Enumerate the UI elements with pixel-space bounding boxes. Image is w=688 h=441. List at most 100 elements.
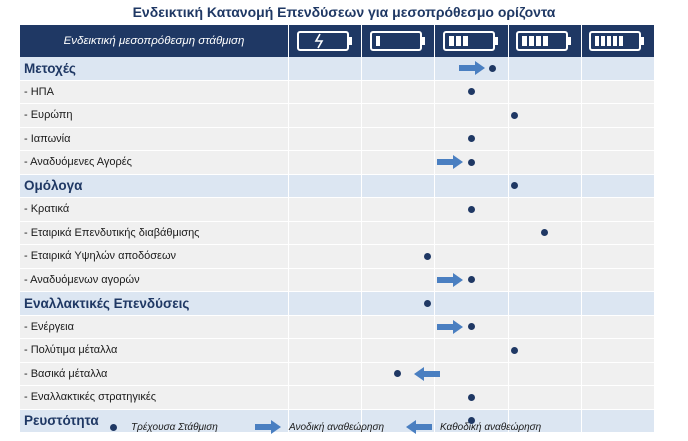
row-label: - Ευρώπη bbox=[24, 109, 73, 122]
current-weight-dot bbox=[511, 346, 519, 354]
row-label: - Αναδυόμενων αγορών bbox=[24, 273, 140, 286]
column-divider bbox=[434, 80, 436, 103]
column-divider bbox=[507, 386, 509, 409]
current-weight-dot bbox=[467, 88, 475, 96]
column-divider bbox=[434, 315, 436, 338]
column-divider bbox=[288, 362, 289, 385]
column-divider bbox=[507, 362, 509, 385]
table-row: - Αναδυόμενες Αγορές bbox=[20, 151, 654, 175]
column-divider bbox=[361, 57, 363, 80]
upgrade-arrow-icon bbox=[437, 155, 463, 170]
column-divider bbox=[507, 198, 509, 221]
downgrade-arrow-icon bbox=[413, 366, 440, 381]
column-divider bbox=[361, 245, 363, 268]
dot-icon bbox=[110, 423, 117, 431]
column-divider bbox=[288, 292, 289, 315]
column-divider bbox=[580, 245, 582, 268]
column-divider bbox=[361, 127, 363, 150]
column-divider bbox=[580, 104, 582, 127]
column-divider bbox=[288, 339, 289, 362]
column-divider bbox=[288, 57, 289, 80]
column-divider bbox=[580, 409, 582, 432]
column-divider bbox=[288, 127, 289, 150]
legend-up-label: Ανοδική αναθεώρηση bbox=[289, 421, 385, 433]
column-divider bbox=[507, 268, 509, 291]
battery-charging-icon bbox=[288, 25, 361, 57]
category-row: Ρευστότητα bbox=[20, 409, 654, 433]
column-divider bbox=[580, 386, 582, 409]
page-title: Ενδεικτική Κατανομή Επενδύσεων για μεσοπ… bbox=[132, 4, 556, 20]
column-divider bbox=[580, 57, 582, 80]
column-divider bbox=[434, 292, 436, 315]
current-weight-dot bbox=[394, 370, 402, 378]
column-divider bbox=[361, 104, 363, 127]
header-divider bbox=[288, 25, 289, 57]
current-weight-dot bbox=[467, 276, 475, 284]
column-divider bbox=[507, 104, 509, 127]
table-row: - Ενέργεια bbox=[20, 315, 654, 339]
column-divider bbox=[288, 386, 289, 409]
column-divider bbox=[434, 198, 436, 221]
category-label: Εναλλακτικές Επενδύσεις bbox=[24, 295, 190, 311]
column-divider bbox=[288, 80, 289, 103]
header-divider bbox=[361, 25, 363, 57]
table-row: - Εναλλακτικές στρατηγικές bbox=[20, 386, 654, 410]
current-weight-dot bbox=[489, 64, 497, 72]
category-label: Μετοχές bbox=[24, 60, 76, 76]
legend-current-label: Τρέχουσα Στάθμιση bbox=[131, 421, 218, 433]
upgrade-arrow-icon bbox=[437, 272, 463, 287]
current-weight-dot bbox=[467, 323, 475, 331]
column-divider bbox=[288, 409, 289, 432]
header-divider bbox=[507, 25, 509, 57]
table-row: - Αναδυόμενων αγορών bbox=[20, 268, 654, 292]
table-row: - Ιαπωνία bbox=[20, 127, 654, 151]
column-divider bbox=[434, 221, 436, 244]
column-divider bbox=[507, 339, 509, 362]
column-divider bbox=[361, 292, 363, 315]
column-divider bbox=[434, 104, 436, 127]
row-label: - Κρατικά bbox=[24, 203, 70, 216]
category-row: Εναλλακτικές Επενδύσεις bbox=[20, 292, 654, 316]
row-label: - Ιαπωνία bbox=[24, 132, 71, 145]
legend-up: Ανοδική αναθεώρηση bbox=[255, 417, 384, 437]
table-row: - Εταιρικά Υψηλών αποδόσεων bbox=[20, 245, 654, 269]
column-divider bbox=[361, 174, 363, 197]
header-divider bbox=[434, 25, 436, 57]
row-label: - Εταιρικά Υψηλών αποδόσεων bbox=[24, 250, 177, 263]
column-divider bbox=[507, 315, 509, 338]
table-row: - Ευρώπη bbox=[20, 104, 654, 128]
current-weight-dot bbox=[467, 205, 475, 213]
column-divider bbox=[507, 80, 509, 103]
column-divider bbox=[361, 315, 363, 338]
current-weight-dot bbox=[540, 229, 548, 237]
header-label: Ενδεικτική μεσοπρόθεσμη στάθμιση bbox=[63, 34, 245, 47]
column-divider bbox=[580, 198, 582, 221]
column-divider bbox=[361, 221, 363, 244]
column-divider bbox=[361, 362, 363, 385]
column-divider bbox=[361, 409, 363, 432]
current-weight-dot bbox=[511, 111, 519, 119]
row-label: - Ενέργεια bbox=[24, 320, 74, 333]
column-divider bbox=[288, 151, 289, 174]
column-divider bbox=[507, 174, 509, 197]
current-weight-dot bbox=[423, 252, 431, 260]
column-divider bbox=[361, 151, 363, 174]
table-header: Ενδεικτική μεσοπρόθεσμη στάθμιση bbox=[20, 25, 654, 57]
row-label: - ΗΠΑ bbox=[24, 85, 54, 98]
column-divider bbox=[580, 268, 582, 291]
battery-half-icon bbox=[434, 25, 507, 57]
column-divider bbox=[507, 57, 509, 80]
header-divider bbox=[580, 25, 582, 57]
column-divider bbox=[580, 127, 582, 150]
column-divider bbox=[434, 339, 436, 362]
legend-down: Καθοδική αναθεώρηση bbox=[406, 417, 541, 437]
current-weight-dot bbox=[423, 299, 431, 307]
category-label: Ομόλογα bbox=[24, 178, 83, 194]
column-divider bbox=[361, 198, 363, 221]
arrow-left-icon bbox=[406, 420, 432, 434]
column-divider bbox=[580, 80, 582, 103]
column-divider bbox=[361, 80, 363, 103]
column-divider bbox=[434, 245, 436, 268]
column-divider bbox=[580, 221, 582, 244]
current-weight-dot bbox=[467, 158, 475, 166]
